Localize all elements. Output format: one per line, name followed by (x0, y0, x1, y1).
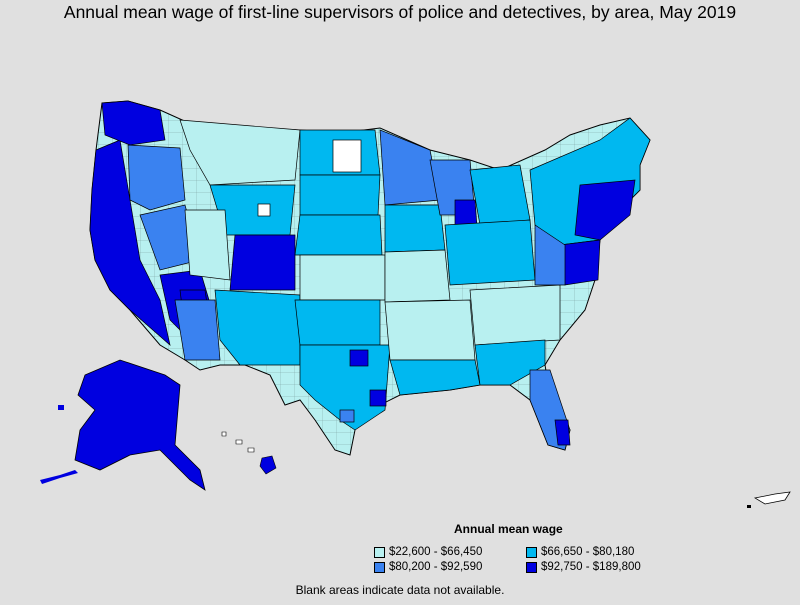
legend-title: Annual mean wage (454, 522, 563, 536)
footnote: Blank areas indicate data not available. (295, 583, 505, 597)
legend-label-3: $80,200 - $92,590 (389, 561, 483, 573)
legend-swatch-4 (526, 561, 537, 573)
legend-swatch-1 (374, 546, 385, 558)
region-midwest (379, 129, 536, 303)
legend-label-1: $22,600 - $66,450 (389, 546, 483, 558)
hawaii-map (221, 431, 277, 475)
region-south (384, 284, 571, 451)
legend-label-2: $66,650 - $80,180 (541, 546, 635, 558)
legend-item-1: $22,600 - $66,450 (374, 546, 482, 558)
alaska-map (40, 359, 206, 491)
legend-swatch-3 (374, 561, 385, 573)
legend-item-4: $92,750 - $189,800 (526, 561, 641, 573)
legend-item-3: $80,200 - $92,590 (374, 561, 482, 573)
region-plains (294, 129, 391, 431)
region-west-coast (89, 100, 216, 346)
region-northeast (529, 117, 651, 286)
region-mountain (174, 119, 301, 366)
map-title: Annual mean wage of first-line superviso… (63, 2, 737, 22)
legend-label-4: $92,750 - $189,800 (541, 561, 641, 573)
legend-swatch-2 (526, 546, 537, 558)
legend-item-2: $66,650 - $80,180 (526, 546, 634, 558)
territories-map (747, 491, 791, 508)
